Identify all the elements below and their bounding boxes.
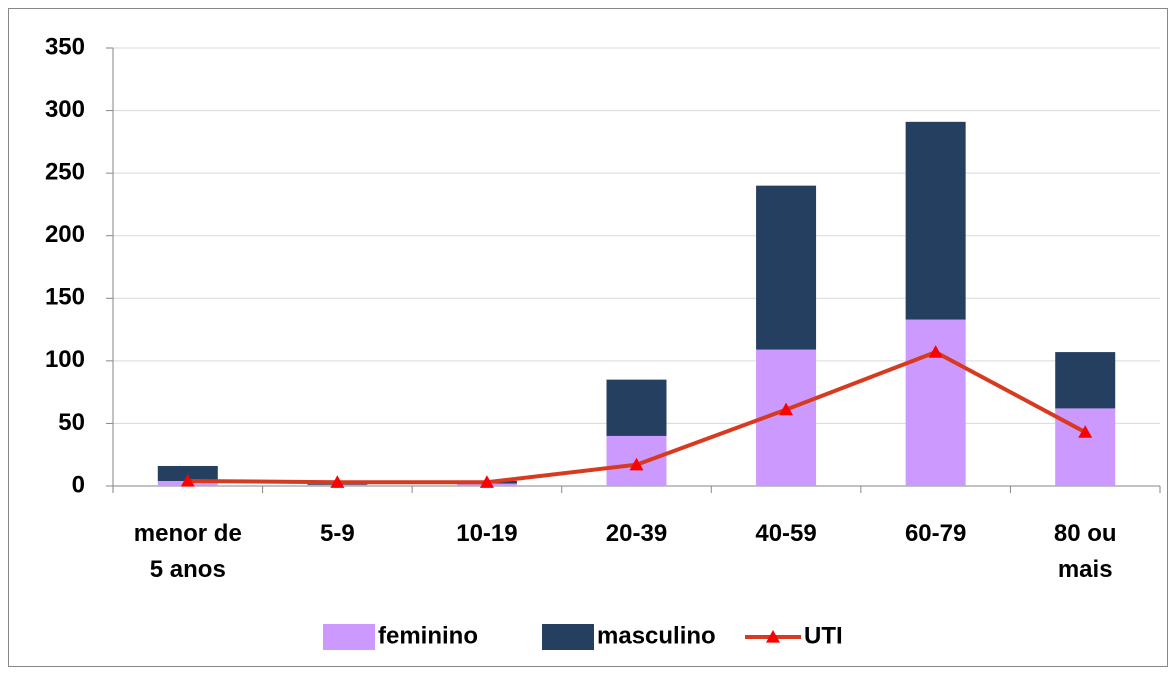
line-marker xyxy=(1078,425,1093,438)
legend-swatch xyxy=(542,624,594,650)
x-tick-label: 20-39 xyxy=(605,520,668,547)
line-marker xyxy=(779,402,794,416)
bar xyxy=(905,319,966,486)
bar xyxy=(1055,352,1116,409)
y-tick-label: 350 xyxy=(45,33,85,60)
bar xyxy=(606,379,667,436)
y-tick-label: 200 xyxy=(45,221,85,248)
legend-label: UTI xyxy=(804,622,843,649)
legend-marker xyxy=(766,630,780,643)
chart-border xyxy=(8,8,1168,667)
x-tick-label: 40-59 xyxy=(755,520,817,547)
legend-swatch xyxy=(323,624,375,650)
legend-label: masculino xyxy=(597,622,716,649)
line-marker xyxy=(928,345,943,358)
bar xyxy=(756,185,817,350)
legend-label: feminino xyxy=(378,622,478,649)
line-marker xyxy=(629,457,644,471)
x-tick-label: menor de 5 anos xyxy=(133,520,242,583)
x-tick-label: 60-79 xyxy=(904,520,967,547)
x-tick-label: 10-19 xyxy=(456,520,518,547)
bar xyxy=(905,121,966,320)
bar xyxy=(157,465,218,481)
y-tick-label: 300 xyxy=(45,96,85,123)
line-marker xyxy=(330,475,345,488)
y-tick-label: 250 xyxy=(45,158,85,185)
y-tick-label: 100 xyxy=(45,346,85,373)
x-tick-label: 80 ou mais xyxy=(1053,520,1117,583)
line-marker xyxy=(180,473,195,487)
x-tick-label: 5-9 xyxy=(320,520,355,547)
y-tick-label: 0 xyxy=(72,471,85,498)
y-tick-label: 50 xyxy=(58,409,85,436)
y-tick-label: 150 xyxy=(45,284,85,311)
line-marker xyxy=(479,475,494,488)
